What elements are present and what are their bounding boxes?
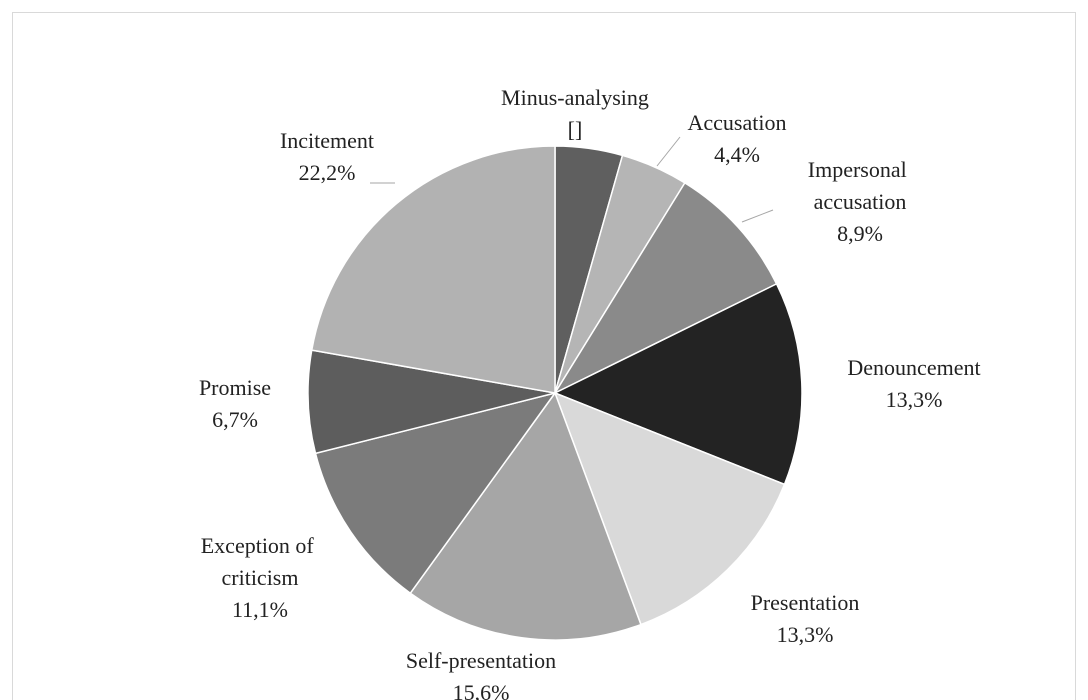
chart-frame (12, 12, 1076, 700)
category-label: Promise (199, 375, 271, 400)
category-label: Exception of criticism (201, 533, 320, 590)
category-label: Minus-analysing (501, 85, 649, 110)
value-label: 6,7% (212, 407, 258, 432)
pie-slice (552, 181, 778, 395)
category-label: Presentation (751, 590, 860, 615)
category-label: Self-presentation (406, 648, 556, 673)
value-label: 15,6% (453, 680, 510, 700)
category-label: Denouncement (847, 355, 980, 380)
value-label: 13,3% (777, 622, 834, 647)
pie-slice (553, 391, 786, 626)
value-label: 8,9% (837, 221, 883, 246)
pie-slice (314, 391, 557, 595)
value-label: [] (568, 117, 583, 142)
value-label: 13,3% (886, 387, 943, 412)
leader-line (741, 209, 774, 223)
category-label: Accusation (688, 110, 787, 135)
category-label: Incitement (280, 128, 374, 153)
value-label: 22,2% (299, 160, 356, 185)
pie-slice (409, 391, 642, 641)
value-label: 4,4% (714, 142, 760, 167)
pie-slice (310, 145, 556, 394)
leader-line (656, 136, 681, 167)
value-label: 11,1% (232, 597, 288, 622)
category-label: Impersonal accusation (808, 157, 912, 214)
pie-slice (553, 282, 803, 486)
